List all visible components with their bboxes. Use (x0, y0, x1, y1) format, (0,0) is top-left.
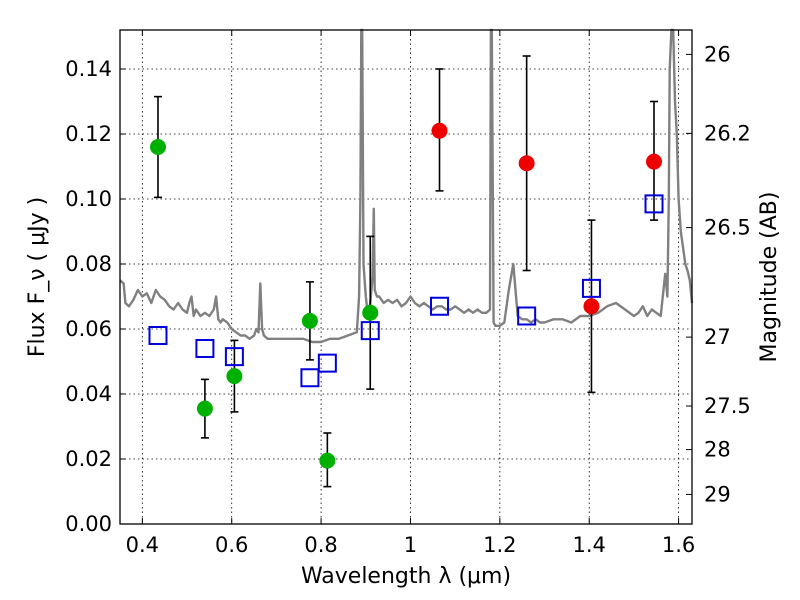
right-tick-label: 26.5 (704, 216, 751, 240)
y-tick-label: 0.14 (65, 57, 112, 81)
model-point (300, 368, 320, 388)
model-point (644, 194, 664, 214)
spectrum-line (119, 28, 694, 344)
y-tick-label: 0.04 (65, 382, 112, 406)
ticks-layer: 0.4 0.6 0.8 1 1.2 1.4 1.6 0.00 0.02 0.04 0.06 0.08 0… (65, 30, 751, 557)
data-point (362, 304, 379, 321)
model-point (581, 278, 601, 298)
spectrum-layer (119, 28, 694, 344)
x-axis-label: Wavelength λ (μm) (301, 564, 511, 589)
right-tick-label: 27 (704, 325, 731, 349)
model-point (148, 326, 168, 345)
x-tick-label: 0.8 (304, 533, 337, 557)
right-tick-label: 26.2 (704, 121, 751, 145)
errorbars-layer (153, 55, 659, 488)
right-tick-label: 28 (704, 438, 731, 462)
data-point (301, 312, 318, 329)
model-point (195, 339, 215, 358)
plot-frame (119, 29, 693, 525)
data-point (646, 153, 663, 170)
y-tick-label: 0.12 (65, 122, 112, 146)
data-point (583, 298, 600, 315)
x-tick-label: 1 (404, 533, 417, 557)
grid-lines (120, 30, 692, 525)
y-tick-label: 0.10 (65, 187, 112, 211)
y-tick-label: 0.06 (65, 317, 112, 341)
y-tick-label: 0.02 (65, 447, 112, 471)
data-point (518, 155, 535, 172)
model-point (360, 321, 380, 341)
y-axis-label: Flux F_ν ( μJy ) (25, 197, 50, 357)
model-point (430, 296, 450, 316)
data-point (226, 368, 243, 385)
right-tick-label: 26 (704, 42, 731, 66)
x-tick-label: 1.2 (483, 533, 516, 557)
y-tick-label: 0.08 (65, 252, 112, 276)
data-point (149, 139, 166, 155)
y-tick-label: 0.00 (65, 512, 112, 536)
right-tick-label: 29 (704, 482, 731, 506)
data-point (196, 400, 213, 417)
x-tick-label: 0.4 (126, 533, 159, 557)
markers-layer (148, 122, 664, 469)
x-tick-label: 0.6 (215, 533, 248, 557)
x-tick-label: 1.6 (662, 533, 695, 557)
right-tick-label: 27.5 (704, 394, 751, 418)
right-axis-label: Magnitude (AB) (757, 192, 782, 363)
x-tick-label: 1.4 (573, 533, 606, 557)
data-point (431, 122, 448, 139)
model-point (517, 306, 537, 326)
model-point (224, 347, 244, 367)
data-point (319, 452, 336, 469)
model-point (317, 353, 337, 373)
